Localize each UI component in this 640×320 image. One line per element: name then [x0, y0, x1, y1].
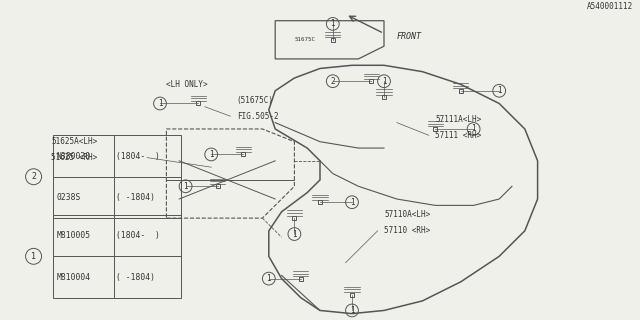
Text: 1: 1: [183, 182, 188, 191]
Text: 57110 <RH>: 57110 <RH>: [384, 226, 430, 235]
Text: 1: 1: [471, 124, 476, 133]
Text: 1: 1: [292, 229, 297, 238]
Text: ( -1804): ( -1804): [116, 273, 156, 282]
Text: 57111 <RH>: 57111 <RH>: [435, 131, 481, 140]
Text: 1: 1: [31, 252, 36, 261]
Text: 1: 1: [330, 20, 335, 28]
Text: (51675C): (51675C): [237, 96, 274, 105]
Text: 1: 1: [349, 306, 355, 315]
Text: 51625 <RH>: 51625 <RH>: [51, 153, 97, 162]
Text: 51675C: 51675C: [294, 37, 316, 42]
Text: 51625A<LH>: 51625A<LH>: [51, 137, 97, 146]
Text: 1: 1: [497, 86, 502, 95]
Text: 2: 2: [330, 77, 335, 86]
Text: M810004: M810004: [56, 273, 90, 282]
Text: N380020: N380020: [56, 152, 90, 161]
Text: FRONT: FRONT: [397, 32, 422, 41]
Text: 1: 1: [209, 150, 214, 159]
Bar: [53, 135, 181, 218]
Text: 57111A<LH>: 57111A<LH>: [435, 115, 481, 124]
Text: 0238S: 0238S: [56, 193, 81, 202]
Text: 1: 1: [349, 198, 355, 207]
Text: M810005: M810005: [56, 231, 90, 240]
Text: FIG.505-2: FIG.505-2: [237, 112, 278, 121]
Bar: [53, 215, 181, 298]
Text: (1804-  ): (1804- ): [116, 231, 161, 240]
Text: 1: 1: [266, 274, 271, 283]
Text: A540001112: A540001112: [588, 2, 634, 11]
Text: <LH ONLY>: <LH ONLY>: [166, 80, 208, 89]
Text: 1: 1: [157, 99, 163, 108]
Text: 2: 2: [31, 172, 36, 181]
Text: 1: 1: [381, 77, 387, 86]
Text: 57110A<LH>: 57110A<LH>: [384, 211, 430, 220]
Text: ( -1804): ( -1804): [116, 193, 156, 202]
Text: (1804-  ): (1804- ): [116, 152, 161, 161]
